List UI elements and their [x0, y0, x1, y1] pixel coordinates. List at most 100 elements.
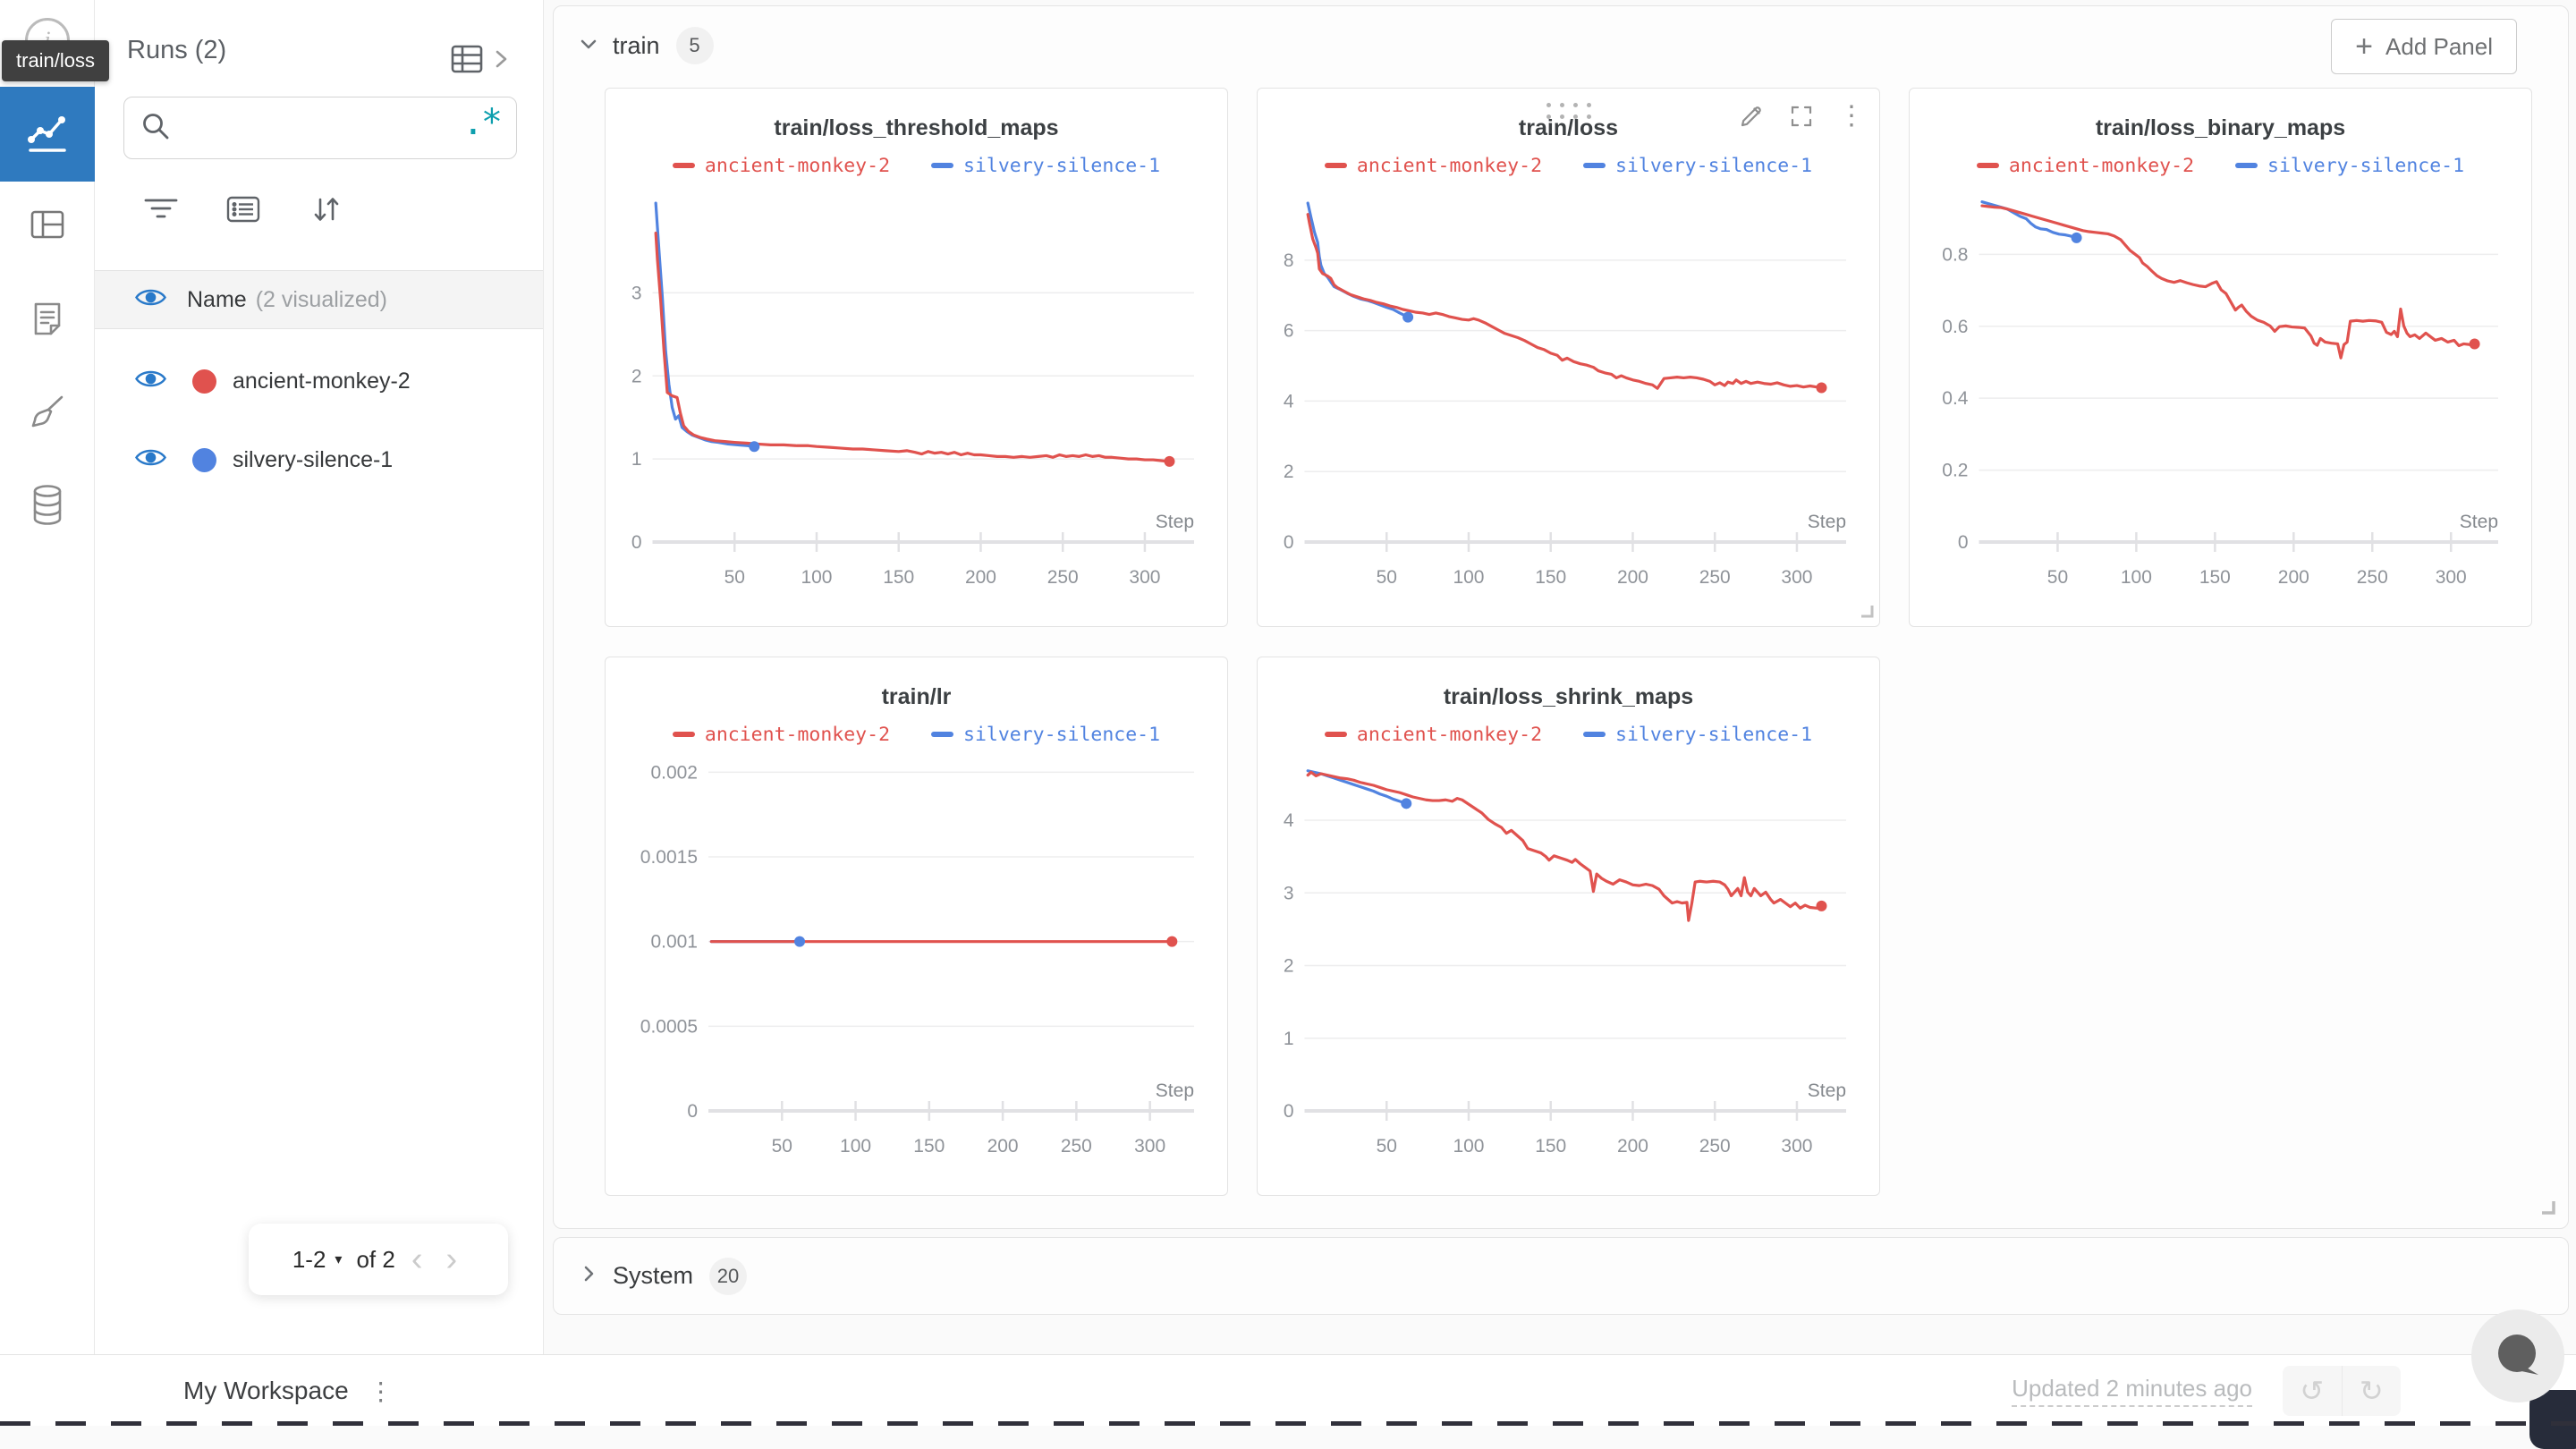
run-name[interactable]: ancient-monkey-2 — [233, 369, 411, 394]
edit-panel-icon[interactable] — [1736, 101, 1767, 131]
left-icon-rail: i — [0, 0, 95, 1354]
chevron-down-icon[interactable] — [577, 32, 600, 60]
caret-down-icon[interactable]: ▾ — [335, 1250, 342, 1268]
legend-dash-icon — [1977, 163, 1999, 168]
legend-item[interactable]: silvery-silence-1 — [1583, 155, 1812, 177]
legend-item[interactable]: silvery-silence-1 — [931, 724, 1160, 746]
panel-title: train/loss_binary_maps — [1910, 115, 2531, 141]
legend-item[interactable]: ancient-monkey-2 — [673, 155, 890, 177]
pagination-prev-button[interactable]: ‹ — [404, 1246, 430, 1273]
legend-item[interactable]: silvery-silence-1 — [931, 155, 1160, 177]
sidebar-item-workspace-charts[interactable] — [0, 87, 95, 182]
svg-text:0.001: 0.001 — [650, 932, 698, 953]
tooltip: train/loss — [2, 40, 109, 81]
legend-run-name: silvery-silence-1 — [2267, 155, 2464, 177]
add-panel-button[interactable]: + Add Panel — [2331, 19, 2517, 74]
panel-legend: ancient-monkey-2 silvery-silence-1 — [606, 721, 1227, 748]
sidebar-item-table[interactable] — [0, 179, 95, 274]
panel-legend: ancient-monkey-2 silvery-silence-1 — [1258, 152, 1879, 179]
legend-run-name: silvery-silence-1 — [1615, 724, 1812, 746]
eye-icon[interactable] — [134, 367, 167, 395]
run-color-dot — [192, 448, 216, 472]
sidebar-item-sweeps[interactable] — [0, 367, 95, 462]
panel-legend: ancient-monkey-2 silvery-silence-1 — [606, 152, 1227, 179]
redo-icon[interactable]: ↻ — [2343, 1366, 2402, 1416]
workspace-kebab-menu-icon[interactable]: ⋮ — [369, 1377, 394, 1406]
legend-item[interactable]: ancient-monkey-2 — [1325, 155, 1542, 177]
run-row[interactable]: ancient-monkey-2 — [95, 342, 543, 420]
chevron-right-icon[interactable] — [491, 43, 511, 80]
sort-icon[interactable] — [306, 190, 345, 229]
panel-card-loss-binary-maps[interactable]: train/loss_binary_maps ancient-monkey-2 s… — [1909, 88, 2532, 627]
svg-text:100: 100 — [801, 567, 832, 588]
updated-timestamp[interactable]: Updated 2 minutes ago — [2012, 1375, 2252, 1407]
chevron-right-icon[interactable] — [577, 1262, 600, 1290]
run-search[interactable]: .* — [123, 97, 517, 159]
legend-item[interactable]: ancient-monkey-2 — [1325, 724, 1542, 746]
svg-text:150: 150 — [913, 1136, 945, 1157]
sidebar-item-artifacts[interactable] — [0, 460, 95, 555]
panel-resize-handle[interactable] — [1860, 604, 1874, 623]
pagination-next-button[interactable]: › — [438, 1246, 464, 1273]
legend-run-name: ancient-monkey-2 — [2009, 155, 2194, 177]
section-title[interactable]: train — [613, 32, 660, 60]
eye-icon[interactable] — [134, 445, 167, 474]
pagination-range[interactable]: 1-2 — [292, 1246, 326, 1274]
search-icon — [140, 111, 171, 146]
main-content: train 5 + Add Panel train/loss_threshold… — [544, 0, 2576, 1354]
eye-icon[interactable] — [134, 285, 167, 314]
svg-text:Step: Step — [1807, 1080, 1845, 1101]
svg-text:0: 0 — [687, 1101, 698, 1122]
broom-icon — [26, 391, 69, 438]
undo-icon[interactable]: ↺ — [2283, 1366, 2343, 1416]
legend-item[interactable]: ancient-monkey-2 — [1977, 155, 2194, 177]
search-input[interactable] — [183, 115, 462, 140]
svg-text:100: 100 — [2120, 567, 2151, 588]
svg-text:0.0005: 0.0005 — [640, 1016, 697, 1037]
chat-bubble-button[interactable] — [2471, 1309, 2564, 1402]
run-row[interactable]: silvery-silence-1 — [95, 420, 543, 499]
filter-icon[interactable] — [141, 190, 181, 229]
panel-kebab-menu-icon[interactable]: ⋮ — [1836, 101, 1867, 131]
section-resize-handle[interactable] — [2539, 1199, 2555, 1219]
drag-handle-icon[interactable] — [1546, 103, 1591, 119]
svg-text:200: 200 — [2277, 567, 2309, 588]
fullscreen-icon[interactable] — [1786, 101, 1817, 131]
svg-text:0.4: 0.4 — [1942, 388, 1969, 409]
run-color-dot — [192, 369, 216, 394]
workspace-title[interactable]: My Workspace — [183, 1377, 349, 1405]
legend-dash-icon — [1583, 163, 1606, 168]
group-list-icon[interactable] — [224, 190, 263, 229]
sidebar-item-reports[interactable] — [0, 274, 95, 369]
legend-run-name: ancient-monkey-2 — [1357, 155, 1542, 177]
legend-item[interactable]: silvery-silence-1 — [1583, 724, 1812, 746]
section-train: train 5 + Add Panel train/loss_threshold… — [553, 5, 2569, 1229]
svg-text:300: 300 — [2435, 567, 2466, 588]
line-chart-icon — [24, 109, 71, 160]
svg-text:0: 0 — [1957, 532, 1968, 553]
panel-legend: ancient-monkey-2 silvery-silence-1 — [1258, 721, 1879, 748]
svg-text:250: 250 — [1060, 1136, 1091, 1157]
legend-item[interactable]: ancient-monkey-2 — [673, 724, 890, 746]
run-list-header-label: Name — [187, 287, 247, 313]
section-title[interactable]: System — [613, 1262, 693, 1290]
svg-text:100: 100 — [1453, 1136, 1484, 1157]
svg-text:250: 250 — [1046, 567, 1078, 588]
svg-text:300: 300 — [1781, 567, 1812, 588]
run-list-header[interactable]: Name (2 visualized) — [95, 270, 543, 329]
svg-text:200: 200 — [987, 1136, 1018, 1157]
panel-card-loss-threshold-maps[interactable]: train/loss_threshold_maps ancient-monkey… — [605, 88, 1228, 627]
svg-text:2: 2 — [631, 366, 641, 386]
run-name[interactable]: silvery-silence-1 — [233, 447, 393, 473]
regex-search-icon[interactable]: .* — [462, 114, 500, 142]
svg-text:1: 1 — [1283, 1029, 1293, 1049]
svg-text:Step: Step — [1807, 512, 1845, 532]
legend-item[interactable]: silvery-silence-1 — [2235, 155, 2464, 177]
runs-table-toggle-icon[interactable] — [448, 39, 487, 83]
svg-text:150: 150 — [883, 567, 914, 588]
